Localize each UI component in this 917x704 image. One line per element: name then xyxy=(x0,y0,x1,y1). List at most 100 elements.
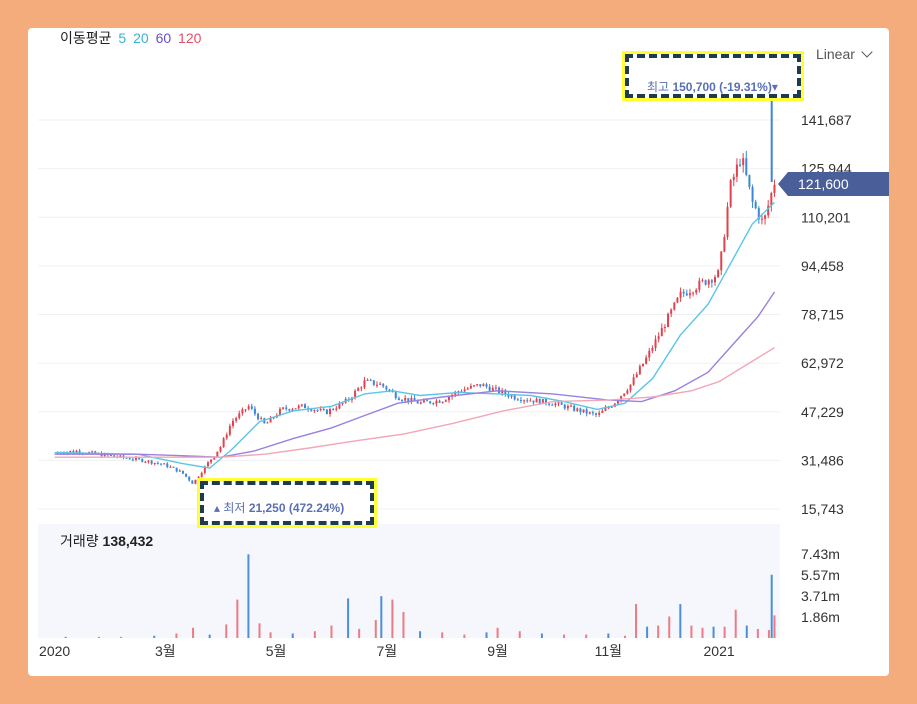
candle-body xyxy=(623,393,626,397)
volume-bar xyxy=(225,624,228,638)
candle-body xyxy=(679,291,682,298)
max-prefix: 최고 xyxy=(647,80,670,94)
candle-body xyxy=(707,280,710,285)
candle-body xyxy=(541,399,544,404)
candle-body xyxy=(232,420,235,427)
volume-bar xyxy=(391,599,394,638)
candle-body xyxy=(723,237,726,252)
candle-body xyxy=(375,384,378,386)
candle-body xyxy=(657,336,660,340)
candle-body xyxy=(241,409,244,414)
candle-body xyxy=(134,457,137,460)
candle-body xyxy=(513,395,516,400)
ma-120-line xyxy=(54,347,775,458)
candle-body xyxy=(313,410,316,412)
volume-bar xyxy=(64,636,67,638)
candle-body xyxy=(341,402,344,404)
volume-tick-label: 5.57m xyxy=(801,567,840,583)
volume-bar xyxy=(402,611,405,638)
candle-body xyxy=(253,408,256,414)
min-price-annotation: ▴ 최저 21,250 (472.24%) xyxy=(214,499,344,516)
time-tick-label: 2021 xyxy=(704,643,735,659)
candle-body xyxy=(357,388,360,391)
current-price-tag: 121,600 xyxy=(778,172,889,196)
candle-body xyxy=(544,399,547,404)
candle-body xyxy=(576,408,579,411)
candle-body xyxy=(219,446,222,452)
candle-body xyxy=(732,176,735,181)
volume-bar xyxy=(756,628,759,638)
candle-body xyxy=(757,208,760,220)
min-price-highlight: ▴ 최저 21,250 (472.24%) xyxy=(197,478,377,528)
volume-bar xyxy=(712,626,715,638)
candle-body xyxy=(426,400,429,402)
price-tick-label: 31,486 xyxy=(801,452,844,468)
volume-bar xyxy=(192,627,195,638)
candle-body xyxy=(213,456,216,460)
candle-body xyxy=(250,406,253,409)
candle-body xyxy=(685,293,688,296)
candle-body xyxy=(726,206,729,238)
volume-bar xyxy=(607,633,610,638)
volume-bar xyxy=(236,599,239,638)
candle-body xyxy=(519,399,522,402)
candle-body xyxy=(441,401,444,403)
ma-5-label: 5 xyxy=(118,30,127,46)
time-tick-label: 11월 xyxy=(595,643,622,659)
candle-body xyxy=(764,215,767,219)
candle-body xyxy=(713,277,716,283)
volume-bar xyxy=(623,635,626,638)
candle-body xyxy=(338,403,341,409)
candle-body xyxy=(701,280,704,282)
candle-body xyxy=(695,289,698,293)
candle-body xyxy=(291,409,294,411)
volume-value: 138,432 xyxy=(102,533,154,549)
candle-body xyxy=(175,467,178,472)
candle-body xyxy=(645,357,648,364)
candle-body xyxy=(228,426,231,435)
candle-body xyxy=(598,412,601,415)
candle-body xyxy=(210,459,213,463)
candle-body xyxy=(188,476,191,481)
moving-average-legend: 이동평균 5 20 60 120 xyxy=(60,28,204,48)
volume-bar xyxy=(668,616,671,638)
candle-body xyxy=(91,451,94,453)
candle-body xyxy=(156,462,159,464)
candle-body xyxy=(266,422,269,424)
volume-bar xyxy=(496,627,499,638)
scale-dropdown[interactable]: Linear xyxy=(816,46,873,62)
price-tick-label: 62,972 xyxy=(801,355,844,371)
candle-body xyxy=(745,158,748,175)
candle-body xyxy=(548,403,551,405)
ma-120-label: 120 xyxy=(178,30,202,46)
candle-body xyxy=(591,412,594,414)
candle-body xyxy=(382,383,385,387)
candle-body xyxy=(153,462,156,464)
volume-bar xyxy=(723,626,726,638)
candle-body xyxy=(494,387,497,389)
candle-body xyxy=(704,280,707,285)
candle-body xyxy=(72,450,75,453)
candle-body xyxy=(688,293,691,296)
candle-body xyxy=(620,396,623,401)
volume-bar xyxy=(540,633,543,638)
candle-body xyxy=(473,385,476,387)
candle-body xyxy=(651,348,654,351)
volume-bar xyxy=(419,631,422,638)
volume-title: 거래량 138,432 xyxy=(60,531,153,551)
volume-label: 거래량 xyxy=(60,533,99,549)
volume-bar xyxy=(441,632,444,638)
volume-pane-bg xyxy=(38,524,780,638)
candle-body xyxy=(169,466,172,468)
candle-body xyxy=(648,350,651,358)
max-value: 150,700 (-19.31%) xyxy=(672,80,772,94)
min-value: 21,250 (472.24%) xyxy=(248,501,345,515)
candle-body xyxy=(560,402,563,405)
candle-body xyxy=(435,400,438,404)
candle-body xyxy=(767,205,770,216)
candle-body xyxy=(516,399,519,401)
candle-body xyxy=(166,463,169,467)
candle-body xyxy=(94,451,97,454)
candle-body xyxy=(504,390,507,395)
candle-body xyxy=(109,455,112,457)
